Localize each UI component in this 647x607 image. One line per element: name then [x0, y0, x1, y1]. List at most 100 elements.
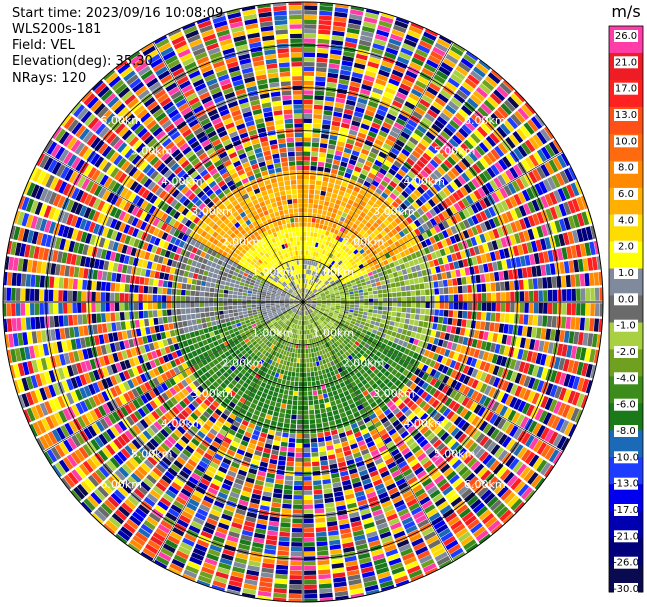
velocity-gate [503, 324, 509, 334]
velocity-gate [534, 408, 544, 421]
velocity-gate [509, 196, 518, 208]
velocity-gate [453, 202, 462, 212]
velocity-gate [428, 260, 435, 268]
velocity-gate [489, 92, 502, 105]
velocity-gate [303, 80, 314, 86]
velocity-gate [381, 95, 393, 104]
velocity-gate [439, 302, 444, 309]
velocity-gate [314, 499, 324, 504]
velocity-gate [373, 38, 387, 47]
velocity-gate [370, 320, 376, 325]
velocity-gate [596, 256, 601, 270]
velocity-gate [350, 279, 356, 284]
velocity-gate [318, 288, 323, 292]
velocity-gate [352, 223, 358, 230]
velocity-gate [410, 331, 417, 338]
velocity-gate [557, 289, 562, 301]
velocity-gate [524, 255, 531, 266]
velocity-gate [373, 273, 379, 279]
velocity-gate [590, 364, 596, 379]
velocity-gate [329, 310, 334, 314]
velocity-gate [473, 265, 480, 274]
velocity-gate [459, 327, 466, 336]
velocity-gate [317, 161, 325, 167]
velocity-gate [420, 308, 425, 315]
velocity-gate [344, 241, 350, 247]
velocity-gate [276, 560, 289, 566]
velocity-gate [571, 288, 576, 301]
velocity-gate [330, 237, 335, 244]
velocity-gate [455, 344, 462, 353]
velocity-gate [365, 222, 372, 229]
velocity-gate [475, 320, 481, 330]
velocity-gate [446, 123, 457, 134]
velocity-gate [303, 236, 307, 241]
velocity-gate [471, 215, 479, 225]
velocity-gate [312, 128, 321, 134]
velocity-gate [352, 67, 365, 75]
velocity-gate [372, 290, 378, 295]
velocity-gate [404, 318, 410, 324]
velocity-gate [471, 311, 477, 320]
velocity-gate [303, 443, 310, 448]
velocity-gate [304, 293, 308, 298]
velocity-gate [410, 344, 417, 352]
velocity-gate [392, 176, 401, 185]
velocity-gate [370, 256, 376, 262]
velocity-gate [341, 60, 353, 67]
velocity-gate [439, 112, 451, 122]
velocity-gate [322, 271, 327, 277]
velocity-gate [310, 265, 313, 271]
velocity-gate [303, 382, 308, 387]
velocity-gate [317, 287, 322, 291]
velocity-gate [304, 546, 316, 552]
velocity-gate [523, 216, 531, 229]
velocity-gate [437, 363, 445, 372]
velocity-gate [457, 242, 464, 251]
velocity-gates [3, 2, 603, 602]
velocity-gate [280, 517, 291, 523]
velocity-gate [424, 90, 436, 100]
velocity-gate [351, 72, 363, 79]
velocity-gate [273, 411, 279, 417]
velocity-gate [310, 367, 314, 372]
velocity-gate [481, 302, 487, 311]
velocity-gate [353, 325, 359, 330]
velocity-gate [430, 330, 437, 337]
velocity-gate [311, 281, 315, 286]
velocity-gate [509, 280, 515, 291]
velocity-gate [433, 234, 441, 242]
velocity-gate [481, 79, 495, 91]
velocity-gate [315, 180, 322, 186]
velocity-gate [474, 392, 483, 403]
velocity-gate [296, 358, 300, 363]
velocity-gate [304, 293, 306, 298]
velocity-gate [387, 223, 394, 231]
velocity-gate [399, 251, 406, 258]
velocity-gate [288, 390, 294, 396]
velocity-gate [439, 89, 452, 100]
velocity-gate [303, 231, 307, 237]
velocity-gate [344, 172, 352, 179]
velocity-gate [286, 404, 292, 410]
velocity-gate [303, 179, 309, 185]
velocity-gate [428, 55, 441, 65]
velocity-gate [372, 260, 379, 266]
velocity-gate [374, 159, 383, 167]
velocity-gate [329, 280, 335, 284]
velocity-gate [303, 203, 308, 208]
velocity-gate [330, 318, 336, 323]
velocity-gate [312, 302, 317, 304]
velocity-gate [326, 211, 332, 217]
velocity-gate [571, 198, 581, 212]
velocity-gate [320, 364, 325, 370]
velocity-gate [536, 265, 542, 277]
velocity-gate [470, 236, 478, 246]
velocity-gate [401, 302, 407, 307]
velocity-gate [530, 351, 538, 364]
velocity-gate [314, 371, 319, 377]
velocity-gate [510, 221, 518, 233]
velocity-gate [337, 170, 345, 177]
velocity-gate [439, 190, 448, 199]
velocity-gate [322, 176, 329, 182]
